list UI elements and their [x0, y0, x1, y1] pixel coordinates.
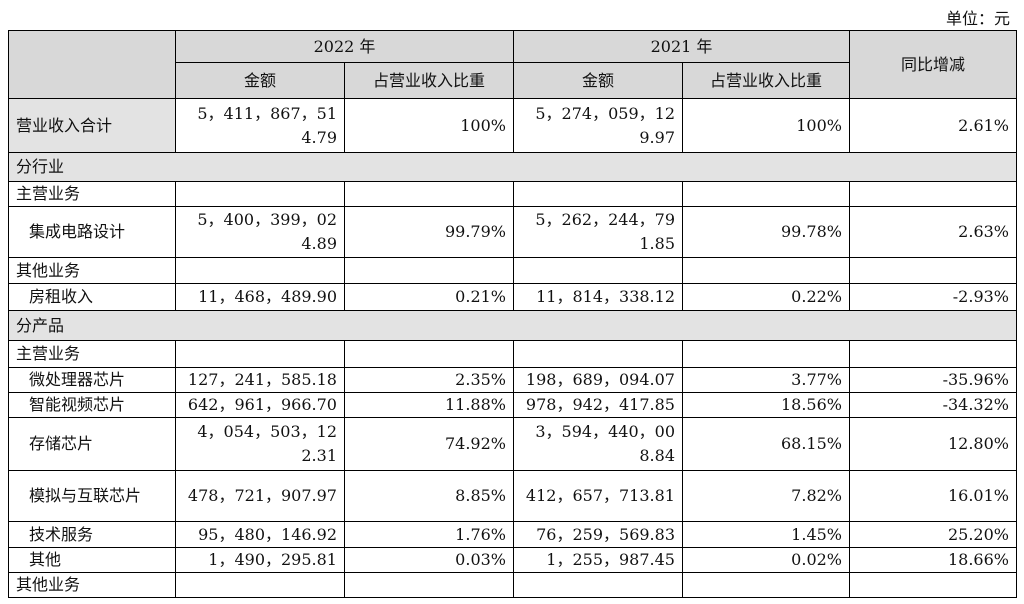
header-ratio-2021: 占营业收入比重: [682, 62, 850, 99]
table-row: 主营业务: [8, 340, 1017, 368]
table-row: 其他业务: [8, 572, 1017, 598]
header-row-years: 2022 年 2021 年 同比增减: [8, 30, 1017, 99]
header-amount-2022: 金额: [175, 62, 345, 99]
table-row: 微处理器芯片 127，241，585.18 2.35% 198，689，094.…: [8, 367, 1017, 393]
table-row: 存储芯片 4，054，503，122.31 74.92% 3，594，440，0…: [8, 417, 1017, 471]
header-yoy: 同比增减: [849, 30, 1017, 99]
section-row: 分产品: [8, 310, 1017, 341]
table-row: 技术服务 95，480，146.92 1.76% 76，259，569.83 1…: [8, 521, 1017, 548]
revenue-table: 2022 年 2021 年 同比增减 金额 占营业收入比重 金额 占营业收入比重…: [8, 30, 1017, 598]
header-year-2022: 2022 年: [175, 30, 514, 63]
table-row: 集成电路设计 5，400，399，024.89 99.79% 5，262，244…: [8, 206, 1017, 258]
table-row: 模拟与互联芯片 478，721，907.97 8.85% 412，657，713…: [8, 470, 1017, 522]
section-row: 分行业: [8, 152, 1017, 182]
table-row: 营业收入合计 5，411，867，514.79 100% 5，274，059，1…: [8, 98, 1017, 153]
unit-label: 单位：元: [945, 9, 1010, 28]
header-ratio-2022: 占营业收入比重: [344, 62, 514, 99]
header-blank: [8, 30, 176, 99]
table-row: 房租收入 11，468，489.90 0.21% 11，814，338.12 0…: [8, 283, 1017, 311]
header-year-2021: 2021 年: [513, 30, 850, 63]
table-row: 其他 1，490，295.81 0.03% 1，255，987.45 0.02%…: [8, 547, 1017, 573]
table-row: 其他业务: [8, 257, 1017, 284]
header-row-columns: 金额 占营业收入比重 金额 占营业收入比重: [9, 62, 1017, 99]
table-row: 主营业务: [8, 181, 1017, 207]
table-row: 智能视频芯片 642，961，966.70 11.88% 978，942，417…: [8, 392, 1017, 418]
header-amount-2021: 金额: [513, 62, 683, 99]
